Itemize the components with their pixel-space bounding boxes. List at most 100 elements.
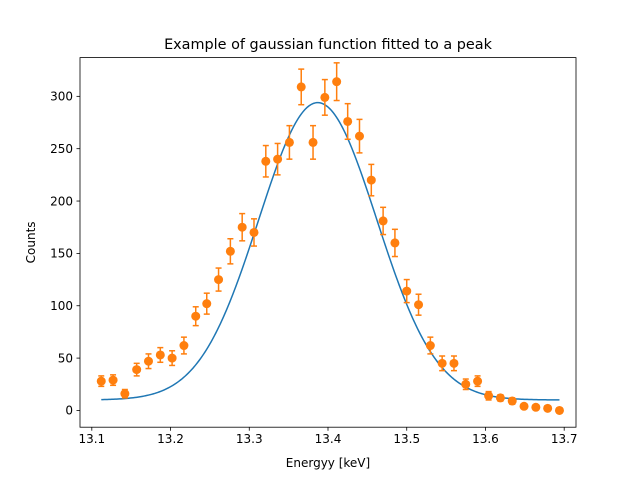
data-point: [343, 102, 353, 141]
data-point: [237, 212, 247, 242]
data-point: [320, 78, 330, 116]
data-marker: [120, 389, 130, 399]
x-tick-label: 13.7: [551, 432, 578, 446]
data-marker: [132, 365, 142, 375]
data-marker: [249, 227, 259, 237]
y-tick-label: 100: [50, 299, 73, 313]
data-marker: [261, 156, 271, 166]
data-point: [495, 393, 505, 403]
data-marker: [495, 393, 505, 403]
data-point: [179, 336, 189, 355]
x-tick-label: 13.4: [315, 432, 342, 446]
data-marker: [554, 405, 564, 415]
data-marker: [437, 358, 447, 368]
data-point: [378, 206, 388, 236]
data-point: [484, 390, 494, 401]
data-marker: [449, 358, 459, 368]
data-marker: [378, 216, 388, 226]
data-marker: [202, 299, 212, 309]
data-marker: [425, 341, 435, 351]
x-axis-label: Energyy [keV]: [286, 456, 370, 470]
data-point: [225, 237, 235, 265]
data-point: [473, 375, 483, 388]
data-marker: [284, 137, 294, 147]
x-tick-label: 13.2: [157, 432, 184, 446]
fit-layer: [101, 101, 560, 401]
data-point: [143, 353, 153, 370]
data-marker: [414, 300, 424, 310]
data-point: [132, 362, 142, 377]
y-tick-label: 300: [50, 90, 73, 104]
data-point: [437, 355, 447, 372]
data-marker: [155, 350, 165, 360]
data-point: [332, 62, 342, 102]
y-tick-label: 50: [58, 351, 73, 365]
data-marker: [531, 402, 541, 412]
data-point: [390, 228, 400, 258]
y-axis-label: Counts: [24, 221, 38, 263]
data-marker: [214, 275, 224, 285]
x-axis: 13.1 13.2 13.3 13.4 13.5 13.6 13.7: [78, 427, 578, 446]
data-marker: [519, 401, 529, 411]
x-tick-label: 13.3: [236, 432, 263, 446]
y-tick-label: 250: [50, 142, 73, 156]
data-point: [531, 402, 541, 412]
data-point: [519, 401, 529, 411]
data-marker: [507, 396, 517, 406]
y-tick-label: 200: [50, 194, 73, 208]
data-marker: [543, 403, 553, 413]
data-point: [449, 355, 459, 372]
data-point: [507, 396, 517, 406]
data-point: [273, 142, 283, 176]
y-tick-label: 0: [65, 404, 73, 418]
data-marker: [484, 391, 494, 401]
data-point: [249, 218, 259, 247]
data-marker: [167, 353, 177, 363]
data-point: [108, 374, 118, 387]
data-marker: [354, 131, 364, 141]
data-point: [414, 293, 424, 316]
data-marker: [461, 379, 471, 389]
data-marker: [308, 137, 318, 147]
data-marker: [191, 311, 201, 321]
data-marker: [179, 341, 189, 351]
data-point: [366, 163, 376, 197]
data-marker: [237, 222, 247, 232]
data-point: [284, 124, 294, 160]
data-point: [296, 68, 306, 106]
data-point: [167, 350, 177, 367]
fit-line: [101, 101, 560, 401]
data-marker: [473, 376, 483, 386]
data-point: [425, 336, 435, 355]
data-point: [214, 267, 224, 292]
data-marker: [96, 376, 106, 386]
data-point: [191, 306, 201, 327]
data-marker: [225, 246, 235, 256]
data-point: [308, 124, 318, 160]
data-point: [402, 278, 412, 304]
data-point: [543, 403, 553, 413]
data-point: [202, 292, 212, 315]
x-tick-label: 13.6: [472, 432, 499, 446]
data-point: [354, 118, 364, 154]
data-layer: [96, 62, 564, 415]
data-marker: [296, 82, 306, 92]
data-point: [261, 144, 271, 178]
data-marker: [343, 116, 353, 126]
data-marker: [366, 175, 376, 185]
data-marker: [390, 238, 400, 248]
data-marker: [320, 92, 330, 102]
data-point: [554, 405, 564, 415]
data-marker: [108, 375, 118, 385]
axes-frame: [79, 57, 577, 428]
data-marker: [143, 356, 153, 366]
data-marker: [332, 77, 342, 87]
data-point: [155, 346, 165, 364]
data-point: [461, 378, 471, 391]
data-point: [120, 388, 130, 399]
data-point: [96, 375, 106, 388]
chart-title: Example of gaussian function fitted to a…: [164, 37, 493, 53]
x-tick-label: 13.5: [393, 432, 420, 446]
x-tick-label: 13.1: [78, 432, 105, 446]
